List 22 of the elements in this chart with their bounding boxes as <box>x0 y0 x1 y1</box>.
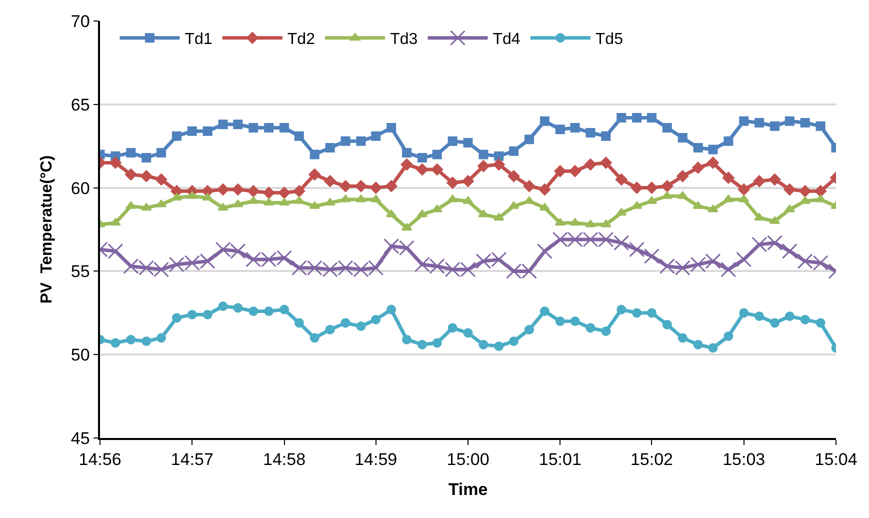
y-tick-label: 70 <box>70 12 90 31</box>
x-tick-label: 15:02 <box>630 450 673 470</box>
y-tick-label: 65 <box>70 95 90 114</box>
x-axis-title: Time <box>448 480 488 500</box>
legend-label: Td5 <box>595 31 624 48</box>
x-tick-label: 15:03 <box>722 450 766 470</box>
x-tick-label: 15:01 <box>538 450 582 470</box>
y-tick-label: 50 <box>70 346 90 365</box>
y-tick-label: 60 <box>70 178 90 198</box>
legend-label: Td1 <box>184 31 212 48</box>
x-tick-label: 14:56 <box>78 450 122 470</box>
x-tick-label: 14:59 <box>354 450 398 470</box>
legend-label: Td2 <box>287 31 316 48</box>
legend-label: Td3 <box>390 31 418 48</box>
y-tick-label: 55 <box>70 262 90 282</box>
x-tick-label: 15:04 <box>814 450 858 470</box>
y-tick-label: 45 <box>70 428 90 448</box>
x-tick-label: 15:00 <box>446 450 490 470</box>
legend-label: Td4 <box>492 31 520 48</box>
x-tick-label: 14:57 <box>170 450 214 470</box>
y-axis-title: PV Temperatue(°C) <box>38 155 56 304</box>
x-tick-label: 14:58 <box>263 450 306 470</box>
